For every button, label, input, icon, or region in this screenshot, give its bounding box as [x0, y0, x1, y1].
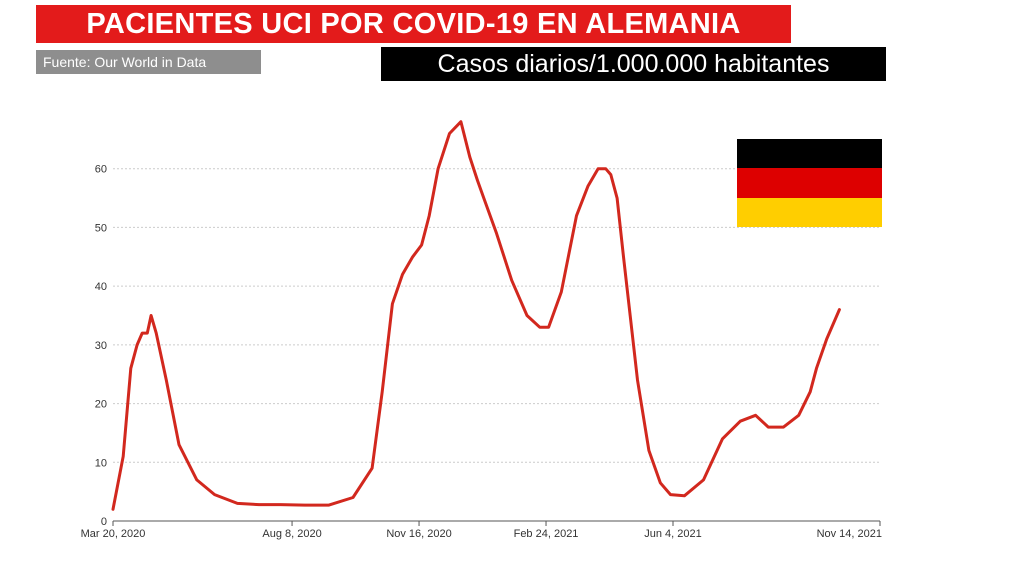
y-tick-label: 10 — [95, 457, 107, 469]
y-tick-label: 40 — [95, 281, 107, 293]
flag-stripe-red — [737, 168, 882, 198]
x-tick-label: Nov 14, 2021 — [817, 528, 882, 540]
series-line — [111, 120, 841, 511]
flag-stripe-gold — [737, 197, 882, 227]
chart-title: PACIENTES UCI POR COVID-19 EN ALEMANIA — [36, 5, 791, 43]
y-tick-label: 60 — [95, 164, 107, 176]
y-tick-label: 20 — [95, 399, 107, 411]
x-tick-label: Aug 8, 2020 — [262, 528, 321, 540]
germany-flag-icon — [737, 139, 882, 227]
chart-subtitle: Casos diarios/1.000.000 habitantes — [381, 47, 886, 81]
y-tick-label: 0 — [101, 516, 107, 528]
x-tick-label: Feb 24, 2021 — [514, 528, 579, 540]
y-tick-label: 50 — [95, 222, 107, 234]
x-tick-label: Nov 16, 2020 — [386, 528, 451, 540]
y-tick-label: 30 — [95, 340, 107, 352]
x-tick-label: Jun 4, 2021 — [644, 528, 702, 540]
x-tick-label: Mar 20, 2020 — [81, 528, 146, 540]
source-label: Fuente: Our World in Data — [36, 50, 261, 74]
flag-stripe-black — [737, 139, 882, 169]
